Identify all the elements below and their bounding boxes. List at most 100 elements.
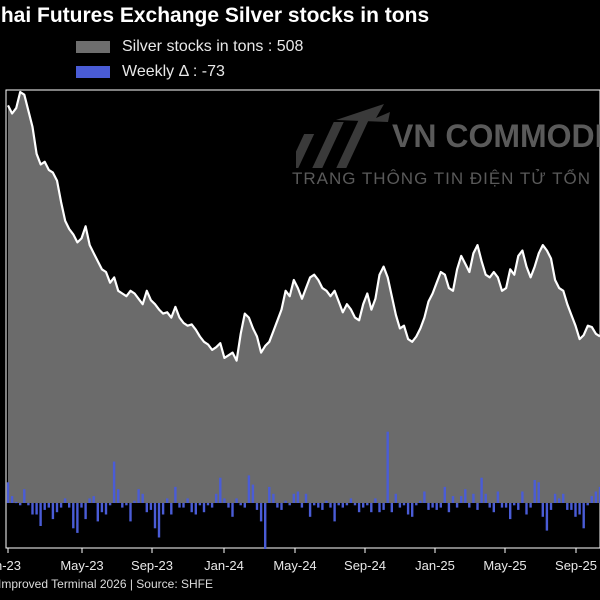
weekly-delta-bar — [443, 486, 446, 503]
weekly-delta-bar — [345, 503, 349, 506]
weekly-delta-bar — [157, 503, 161, 538]
legend-label-silver-stocks: Silver stocks in tons : 508 — [122, 38, 304, 55]
weekly-delta-bar — [402, 503, 406, 506]
weekly-delta-bar — [137, 489, 140, 503]
weekly-delta-bar — [39, 503, 42, 526]
weekly-delta-bar — [280, 503, 283, 510]
weekly-delta-bar — [366, 503, 369, 506]
weekly-delta-bar — [223, 498, 226, 503]
legend-item-silver-stocks: Silver stocks in tons : 508 — [76, 38, 303, 56]
weekly-delta-bar — [161, 503, 165, 515]
x-tick-label: Sep-25 — [555, 558, 597, 573]
weekly-delta-bar — [435, 503, 438, 510]
weekly-delta-bar — [504, 503, 508, 508]
weekly-delta-bar — [406, 503, 410, 515]
weekly-delta-bar — [6, 482, 10, 503]
weekly-delta-bar — [460, 496, 463, 503]
weekly-delta-bar — [235, 498, 238, 503]
weekly-delta-bar — [84, 503, 87, 520]
legend-swatch-silver-stocks — [76, 41, 110, 53]
weekly-delta-bar — [419, 500, 422, 503]
weekly-delta-bar — [239, 503, 242, 506]
weekly-delta-bar — [521, 491, 524, 503]
weekly-delta-bar — [484, 493, 487, 503]
weekly-delta-bar — [31, 503, 34, 515]
weekly-delta-bar — [468, 503, 471, 508]
weekly-delta-bar — [321, 503, 324, 510]
weekly-delta-bar — [541, 503, 544, 517]
weekly-delta-bar — [513, 503, 516, 506]
weekly-delta-bar — [370, 503, 373, 513]
weekly-delta-bar — [509, 503, 512, 520]
weekly-delta-bar — [292, 493, 295, 503]
weekly-delta-bar — [598, 486, 600, 503]
watermark-subtitle: TRANG THÔNG TIN ĐIỆN TỬ TỔN — [292, 169, 592, 188]
weekly-delta-bar — [488, 503, 491, 508]
weekly-delta-bar — [251, 484, 255, 503]
weekly-delta-bar — [35, 503, 38, 515]
watermark-bars-icon — [264, 104, 390, 168]
weekly-delta-bar — [219, 477, 222, 503]
weekly-delta-bar — [545, 503, 549, 531]
weekly-delta-bar — [194, 503, 197, 515]
weekly-delta-bar — [427, 503, 430, 510]
weekly-delta-bar — [329, 503, 332, 508]
weekly-delta-bar — [517, 503, 520, 510]
weekly-delta-bar — [586, 503, 589, 506]
weekly-delta-bar — [423, 491, 426, 503]
weekly-delta-bar — [210, 503, 214, 508]
weekly-delta-bar — [333, 503, 336, 522]
weekly-delta-bar — [582, 503, 585, 529]
weekly-delta-bar — [378, 503, 381, 513]
weekly-delta-bar — [451, 496, 455, 503]
weekly-delta-bar — [411, 503, 414, 517]
weekly-delta-bar — [553, 493, 557, 503]
weekly-delta-bar — [496, 491, 500, 503]
weekly-delta-bar — [117, 489, 120, 503]
footer-source: Improved Terminal 2026 | Source: SHFE — [0, 577, 213, 591]
weekly-delta-bar — [243, 503, 246, 508]
weekly-delta-bar — [178, 503, 181, 508]
weekly-delta-bar — [562, 493, 565, 503]
weekly-delta-bar — [166, 498, 169, 503]
weekly-delta-bar — [170, 503, 173, 515]
weekly-delta-bar — [455, 503, 459, 508]
weekly-delta-bar — [500, 503, 504, 508]
silver-stocks-line — [7, 90, 600, 362]
weekly-delta-bar — [43, 503, 46, 510]
weekly-delta-bar — [88, 498, 91, 503]
weekly-delta-bar — [63, 498, 67, 503]
weekly-delta-bar — [525, 503, 528, 515]
x-tick-label: Jan-24 — [204, 558, 244, 573]
weekly-delta-bar — [68, 503, 71, 508]
weekly-delta-bar — [247, 475, 251, 503]
weekly-delta-bar — [415, 503, 418, 506]
weekly-delta-bar — [141, 493, 144, 503]
weekly-delta-bar — [23, 489, 26, 503]
weekly-delta-bar — [174, 486, 177, 503]
weekly-delta-bar — [386, 431, 389, 503]
weekly-delta-bar — [92, 496, 95, 503]
weekly-delta-bar — [14, 501, 18, 504]
weekly-delta-bar — [149, 503, 153, 510]
weekly-delta-bar — [47, 503, 50, 508]
weekly-delta-bar — [357, 503, 361, 513]
weekly-delta-bar — [296, 491, 300, 503]
weekly-delta-bar — [112, 461, 116, 503]
weekly-delta-bar — [272, 493, 275, 503]
weekly-delta-bar — [288, 503, 291, 506]
weekly-delta-bar — [129, 503, 132, 522]
x-tick-label: May-23 — [60, 558, 103, 573]
weekly-delta-bar — [304, 493, 308, 503]
weekly-delta-bar — [439, 503, 442, 508]
weekly-delta-bar — [353, 503, 357, 506]
weekly-delta-bar — [215, 493, 218, 503]
chart-title: ghai Futures Exchange Silver stocks in t… — [0, 4, 430, 27]
weekly-delta-bar — [398, 503, 402, 508]
weekly-delta-bar — [341, 503, 344, 508]
weekly-delta-bar — [537, 482, 540, 503]
x-tick-label: Jan-25 — [415, 558, 455, 573]
x-tick-label: n-23 — [0, 558, 21, 573]
weekly-delta-bar — [464, 489, 467, 503]
